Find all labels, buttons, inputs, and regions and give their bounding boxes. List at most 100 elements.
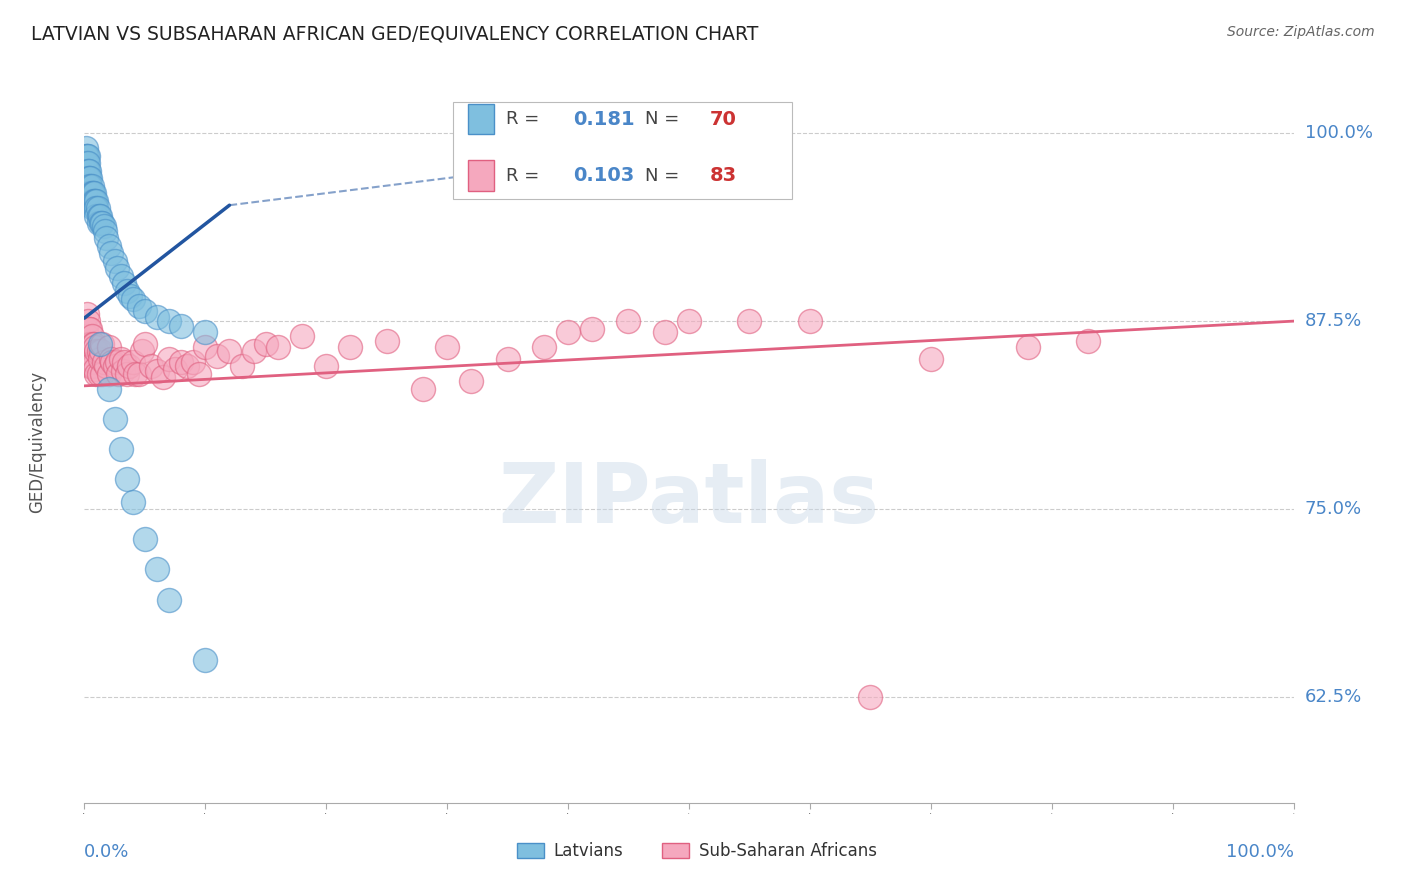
Point xyxy=(157,314,180,328)
Point xyxy=(76,163,98,178)
Point xyxy=(100,246,122,260)
Point xyxy=(194,653,217,667)
Point xyxy=(107,367,129,381)
Point xyxy=(157,351,180,366)
Point xyxy=(218,344,240,359)
Point xyxy=(115,284,138,298)
Point xyxy=(188,367,211,381)
Point xyxy=(83,194,105,208)
Point xyxy=(97,340,120,354)
Point xyxy=(105,261,128,276)
Point xyxy=(86,209,108,223)
Point xyxy=(94,224,117,238)
Point xyxy=(80,329,103,343)
Point xyxy=(77,314,100,328)
Text: 0.181: 0.181 xyxy=(572,110,634,128)
Point xyxy=(291,329,314,343)
Text: 75.0%: 75.0% xyxy=(1305,500,1362,518)
Point xyxy=(315,359,337,374)
Point xyxy=(654,325,676,339)
Point xyxy=(84,340,107,354)
Bar xyxy=(468,104,495,135)
Point xyxy=(76,148,98,162)
Point xyxy=(80,186,103,201)
Point xyxy=(77,156,100,170)
Point xyxy=(436,340,458,354)
Point xyxy=(79,186,101,201)
Point xyxy=(79,359,101,374)
Point xyxy=(94,359,117,374)
Text: ZIPatlas: ZIPatlas xyxy=(499,458,879,540)
Point xyxy=(104,412,127,426)
Point xyxy=(77,336,100,351)
Point xyxy=(77,178,100,193)
Point xyxy=(89,336,111,351)
Point xyxy=(254,336,277,351)
Point xyxy=(146,310,169,324)
Point xyxy=(75,148,97,162)
Point xyxy=(496,351,519,366)
Point xyxy=(79,321,101,335)
Point xyxy=(79,178,101,193)
Point xyxy=(86,344,108,359)
Text: LATVIAN VS SUBSAHARAN AFRICAN GED/EQUIVALENCY CORRELATION CHART: LATVIAN VS SUBSAHARAN AFRICAN GED/EQUIVA… xyxy=(31,25,758,44)
Text: 100.0%: 100.0% xyxy=(1226,843,1294,861)
Point xyxy=(157,592,180,607)
Point xyxy=(104,253,127,268)
Point xyxy=(82,359,104,374)
Point xyxy=(134,533,156,547)
Text: 70: 70 xyxy=(710,110,737,128)
Point xyxy=(75,171,97,186)
Point xyxy=(110,268,132,283)
Bar xyxy=(517,843,544,858)
Point xyxy=(110,351,132,366)
Text: 83: 83 xyxy=(710,166,737,186)
Point xyxy=(859,690,882,705)
Point xyxy=(93,219,115,234)
Point xyxy=(412,382,434,396)
Point xyxy=(112,277,135,291)
Text: 62.5%: 62.5% xyxy=(1305,689,1362,706)
Text: R =: R = xyxy=(506,167,546,185)
Point xyxy=(93,355,115,369)
Point xyxy=(165,362,187,376)
Point xyxy=(76,178,98,193)
Point xyxy=(581,321,603,335)
Point xyxy=(207,349,229,363)
Point xyxy=(121,355,143,369)
Point xyxy=(77,148,100,162)
Text: Latvians: Latvians xyxy=(554,842,623,860)
Point xyxy=(100,351,122,366)
Point xyxy=(128,299,150,313)
Point xyxy=(920,351,942,366)
Point xyxy=(170,355,193,369)
Point xyxy=(115,367,138,381)
Point xyxy=(176,359,198,374)
Point xyxy=(82,336,104,351)
Point xyxy=(76,329,98,343)
Text: Source: ZipAtlas.com: Source: ZipAtlas.com xyxy=(1227,25,1375,39)
Point xyxy=(75,321,97,335)
Point xyxy=(131,344,153,359)
Point xyxy=(134,336,156,351)
Bar xyxy=(662,843,689,858)
Text: R =: R = xyxy=(506,111,546,128)
Point xyxy=(91,367,114,381)
Text: GED/Equivalency: GED/Equivalency xyxy=(28,370,45,513)
Point xyxy=(152,369,174,384)
Point xyxy=(617,314,640,328)
Point xyxy=(97,239,120,253)
Point xyxy=(128,367,150,381)
Point xyxy=(91,336,114,351)
Point xyxy=(77,171,100,186)
Point xyxy=(124,367,146,381)
Point xyxy=(375,334,398,348)
Point xyxy=(115,472,138,486)
Point xyxy=(79,171,101,186)
Point xyxy=(120,288,142,302)
Text: 100.0%: 100.0% xyxy=(1305,124,1372,142)
Point xyxy=(87,367,110,381)
Point xyxy=(83,336,105,351)
Point xyxy=(112,355,135,369)
Point xyxy=(678,314,700,328)
